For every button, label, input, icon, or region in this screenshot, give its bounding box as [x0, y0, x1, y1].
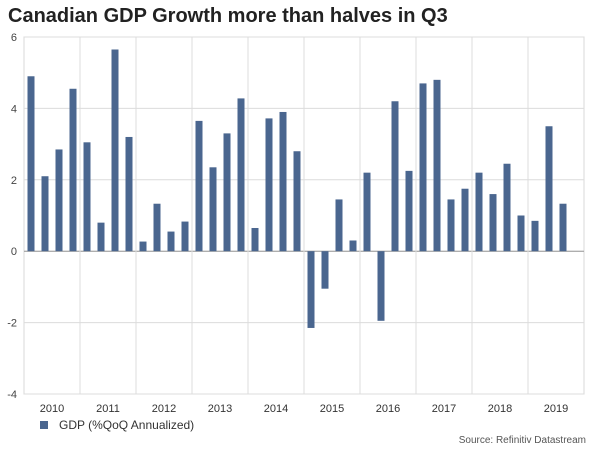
bar	[489, 194, 497, 252]
bar	[517, 215, 525, 252]
bar	[349, 240, 357, 252]
bar	[419, 83, 427, 252]
bar	[475, 172, 483, 252]
bar	[195, 120, 203, 252]
bar	[223, 133, 231, 252]
bar	[265, 118, 273, 252]
x-tick-label: 2012	[152, 403, 176, 415]
x-tick-label: 2015	[320, 403, 344, 415]
y-tick-label: 6	[11, 32, 17, 44]
bar	[335, 199, 343, 252]
bar	[111, 49, 119, 252]
x-tick-label: 2019	[544, 403, 568, 415]
bar	[531, 220, 539, 252]
bar	[559, 203, 567, 252]
bar	[181, 221, 189, 252]
x-tick-label: 2014	[264, 403, 288, 415]
bar	[41, 176, 49, 252]
y-tick-label: -2	[7, 318, 17, 330]
y-tick-label: 0	[11, 246, 17, 258]
bar	[209, 167, 217, 252]
legend: GDP (%QoQ Annualized)	[40, 418, 194, 432]
bar	[125, 136, 133, 252]
bar	[55, 149, 63, 252]
bar	[237, 98, 245, 252]
bar	[307, 251, 315, 328]
bar	[251, 227, 259, 252]
x-tick-label: 2017	[432, 403, 456, 415]
y-tick-label: -4	[7, 389, 17, 401]
bar	[433, 79, 441, 252]
x-tick-label: 2018	[488, 403, 512, 415]
bar	[405, 170, 413, 252]
y-tick-label: 4	[11, 103, 17, 115]
bar	[293, 151, 301, 252]
x-tick-label: 2016	[376, 403, 400, 415]
bar	[153, 203, 161, 252]
bar	[363, 172, 371, 252]
bar	[167, 231, 175, 252]
bar	[69, 88, 77, 252]
source-note: Source: Refinitiv Datastream	[458, 435, 586, 446]
bar	[461, 188, 469, 252]
x-tick-label: 2013	[208, 403, 232, 415]
bar	[545, 126, 553, 252]
legend-swatch	[40, 421, 48, 429]
x-tick-label: 2010	[40, 403, 64, 415]
bar	[391, 101, 399, 252]
bar	[97, 222, 105, 252]
bar	[377, 251, 385, 321]
x-tick-label: 2011	[96, 403, 120, 415]
bar	[321, 251, 329, 289]
chart-title: Canadian GDP Growth more than halves in …	[8, 5, 448, 27]
bar	[83, 142, 91, 252]
bar	[27, 76, 35, 252]
bar	[503, 163, 511, 252]
legend-label: GDP (%QoQ Annualized)	[59, 418, 195, 432]
bar	[279, 111, 287, 252]
bar	[139, 241, 147, 252]
y-tick-label: 2	[11, 175, 17, 187]
bar	[447, 199, 455, 252]
